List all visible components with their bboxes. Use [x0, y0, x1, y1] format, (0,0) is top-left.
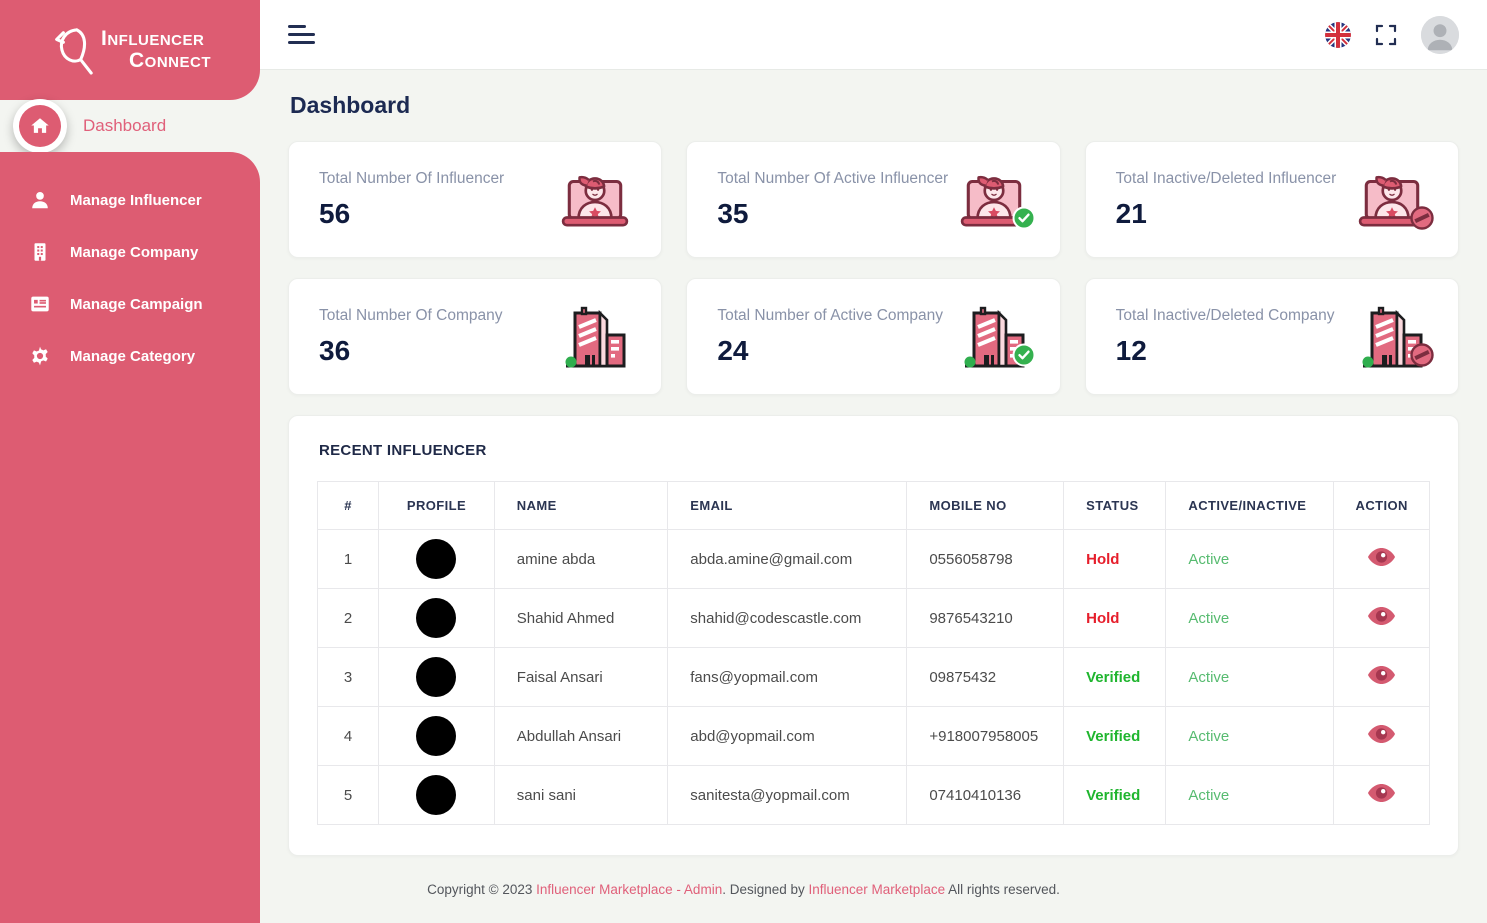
company-check-icon — [958, 305, 1030, 369]
status-badge: Verified — [1063, 706, 1167, 766]
profile-avatar — [416, 598, 457, 638]
table-row: 4 Abdullah Ansari abd@yopmail.com +91800… — [316, 706, 1430, 766]
profile-avatar — [416, 657, 457, 697]
influencer-icon — [559, 168, 631, 232]
company-ban-icon — [1356, 305, 1428, 369]
status-badge: Hold — [1063, 529, 1167, 589]
stat-cards: Total Number Of Influencer 56 Total Numbe… — [288, 141, 1459, 395]
user-avatar[interactable] — [1421, 15, 1459, 54]
bird-logo-icon — [55, 28, 93, 75]
recent-influencer-panel: RECENT INFLUENCER # PROFILE NAME EMAIL M… — [288, 415, 1459, 856]
list-icon — [29, 293, 51, 315]
admin-link[interactable]: Influencer Marketplace - Admin — [536, 882, 723, 897]
status-badge: Hold — [1063, 588, 1167, 648]
view-eye-icon[interactable] — [1368, 725, 1395, 744]
profile-avatar — [416, 716, 457, 756]
profile-avatar — [416, 775, 457, 815]
status-badge: Verified — [1063, 647, 1167, 707]
status-badge: Verified — [1063, 765, 1167, 825]
sidebar-item-dashboard[interactable]: Dashboard — [0, 99, 260, 153]
table-header-row: # PROFILE NAME EMAIL MOBILE NO STATUS AC… — [316, 481, 1430, 530]
profile-avatar — [416, 539, 457, 579]
sidebar-item-manage-campaign[interactable]: Manage Campaign — [0, 278, 260, 330]
table-row: 1 amine abda abda.amine@gmail.com 055605… — [316, 529, 1430, 589]
sidebar-item-manage-category[interactable]: Manage Category — [0, 330, 260, 382]
page-title: Dashboard — [290, 92, 411, 118]
view-eye-icon[interactable] — [1368, 607, 1395, 626]
brand-logo[interactable]: Influencer Connect — [0, 0, 260, 100]
person-icon — [29, 189, 51, 211]
section-title: RECENT INFLUENCER — [319, 442, 487, 459]
table-row: 2 Shahid Ahmed shahid@codescastle.com 98… — [316, 588, 1430, 648]
sidebar-item-manage-company[interactable]: Manage Company — [0, 226, 260, 278]
fullscreen-icon[interactable] — [1375, 24, 1397, 46]
influencer-ban-icon — [1356, 168, 1428, 232]
card-total-company: Total Number Of Company 36 — [288, 278, 663, 395]
view-eye-icon[interactable] — [1368, 666, 1395, 685]
brand-name: Influencer Connect — [101, 26, 211, 72]
sidebar: Influencer Connect Dashboard Manage Infl… — [0, 0, 260, 923]
footer-copyright: Copyright © 2023 Influencer Marketplace … — [427, 882, 1060, 897]
hamburger-menu-icon[interactable] — [288, 25, 318, 44]
sidebar-item-manage-influencer[interactable]: Manage Influencer — [0, 174, 260, 226]
building-icon — [29, 241, 51, 263]
card-inactive-influencer: Total Inactive/Deleted Influencer 21 — [1084, 141, 1459, 258]
card-total-influencer: Total Number Of Influencer 56 — [288, 141, 663, 258]
table-row: 3 Faisal Ansari fans@yopmail.com 0987543… — [316, 647, 1430, 707]
topbar — [260, 0, 1487, 70]
influencer-check-icon — [958, 168, 1030, 232]
card-active-influencer: Total Number Of Active Influencer 35 — [686, 141, 1061, 258]
uk-flag-icon[interactable] — [1325, 21, 1351, 48]
view-eye-icon[interactable] — [1368, 784, 1395, 803]
sidebar-item-label: Dashboard — [83, 116, 167, 135]
view-eye-icon[interactable] — [1368, 548, 1395, 567]
marketplace-link[interactable]: Influencer Marketplace — [808, 882, 946, 897]
table-row: 5 sani sani sanitesta@yopmail.com 074104… — [316, 765, 1430, 825]
recent-influencer-table: # PROFILE NAME EMAIL MOBILE NO STATUS AC… — [316, 481, 1430, 825]
company-icon — [559, 305, 631, 369]
gear-icon — [29, 345, 51, 367]
card-active-company: Total Number of Active Company 24 — [686, 278, 1061, 395]
home-icon — [31, 118, 49, 133]
card-inactive-company: Total Inactive/Deleted Company 12 — [1084, 278, 1459, 395]
sidebar-menu: Manage Influencer Manage Company Manage … — [0, 152, 260, 923]
